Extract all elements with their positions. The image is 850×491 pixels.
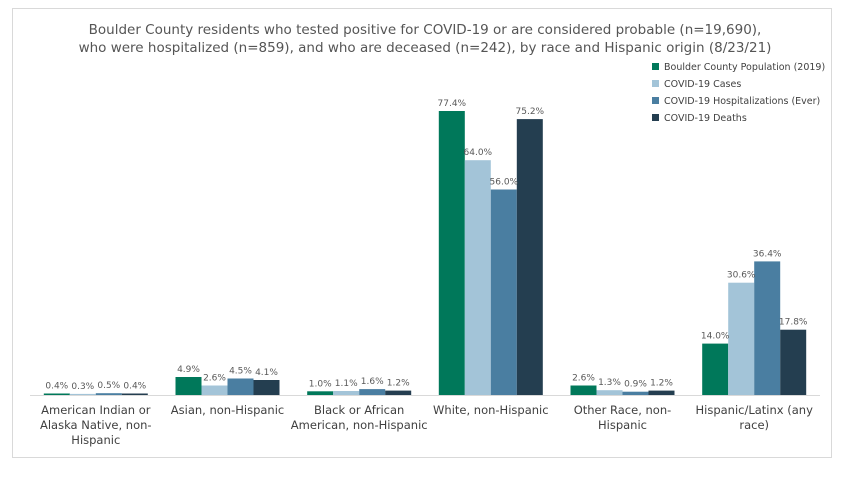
data-label: 0.4% — [45, 382, 68, 392]
bar-3-3 — [359, 389, 386, 395]
category-label: American, non-Hispanic — [291, 418, 428, 432]
legend-label: Boulder County Population (2019) — [664, 62, 825, 73]
bar-3-4 — [385, 390, 412, 395]
category-label: Alaska Native, non- — [40, 418, 152, 432]
data-label: 1.0% — [309, 379, 332, 389]
bar-5-4 — [648, 390, 675, 395]
data-label: 30.6% — [727, 271, 756, 281]
legend-label: COVID-19 Cases — [664, 79, 741, 90]
chart-title-line-2: who were hospitalized (n=859), and who a… — [79, 40, 772, 56]
category-label: Hispanic — [598, 418, 647, 432]
bar-6-2 — [728, 282, 755, 395]
data-label: 0.4% — [123, 382, 146, 392]
data-labels: 0.4% 0.3% 0.5% 0.4%4.9%2.6%4.5% 4.1%1.0% 1.1%… — [45, 99, 808, 392]
legend-swatch — [652, 63, 659, 70]
data-label: 36.4% — [753, 249, 782, 259]
bar-1-3 — [95, 393, 122, 395]
category-label: Other Race, non- — [574, 403, 672, 417]
bar-1-1 — [43, 393, 70, 395]
bar-2-3 — [227, 378, 254, 395]
bars — [43, 111, 807, 395]
data-label: 0.3% — [71, 382, 94, 392]
data-label: 14.0% — [701, 332, 730, 342]
chart-frame — [12, 8, 832, 458]
data-label: 0.5% — [97, 381, 120, 391]
legend-swatch — [652, 114, 659, 121]
data-label: 1.2% — [650, 379, 673, 389]
data-label: 1.6% — [361, 377, 384, 387]
data-label: 77.4% — [438, 99, 467, 109]
bar-5-1 — [570, 385, 597, 395]
data-label: 56.0% — [490, 178, 519, 188]
bar-2-1 — [175, 377, 202, 395]
data-label: 0.9% — [624, 380, 647, 390]
category-label: race) — [739, 418, 769, 432]
bar-4-2 — [464, 160, 491, 395]
bar-1-4 — [121, 393, 148, 395]
data-label: 2.6% — [203, 374, 226, 384]
bar-6-1 — [702, 343, 729, 395]
category-label: American Indian or — [41, 403, 151, 417]
category-label: Black or African — [314, 403, 404, 417]
data-label: 4.1% — [255, 368, 278, 378]
bar-6-3 — [754, 261, 781, 395]
data-label: 4.5% — [229, 367, 252, 377]
data-label: 4.9% — [177, 365, 200, 375]
data-label: 75.2% — [516, 107, 545, 117]
category-label: White, non-Hispanic — [433, 403, 549, 417]
bar-2-2 — [201, 385, 228, 395]
chart-title: Boulder County residents who tested posi… — [79, 22, 772, 56]
category-label: Hispanic — [71, 433, 120, 447]
data-label: 17.8% — [779, 318, 808, 328]
legend-swatch — [652, 97, 659, 104]
legend-label: COVID-19 Hospitalizations (Ever) — [664, 96, 820, 107]
bar-4-3 — [490, 189, 517, 395]
data-label: 1.1% — [335, 379, 358, 389]
legend: Boulder County Population (2019) COVID-19… — [652, 62, 825, 124]
bar-4-1 — [438, 111, 465, 395]
bar-2-4 — [253, 380, 280, 395]
category-label: Hispanic/Latinx (any — [695, 403, 813, 417]
legend-swatch — [652, 80, 659, 87]
bar-4-4 — [516, 119, 543, 395]
bar-6-4 — [780, 329, 807, 395]
bar-3-1 — [307, 391, 334, 395]
legend-label: COVID-19 Deaths — [664, 113, 747, 124]
data-label: 64.0% — [464, 148, 493, 158]
bar-3-2 — [333, 391, 360, 395]
bar-5-3 — [622, 391, 649, 395]
bar-5-2 — [596, 390, 623, 395]
bar-1-2 — [69, 393, 96, 395]
data-label: 2.6% — [572, 374, 595, 384]
chart-title-line-1: Boulder County residents who tested posi… — [89, 22, 762, 38]
data-label: 1.3% — [598, 378, 621, 388]
data-label: 1.2% — [387, 379, 410, 389]
category-label: Asian, non-Hispanic — [171, 403, 284, 417]
